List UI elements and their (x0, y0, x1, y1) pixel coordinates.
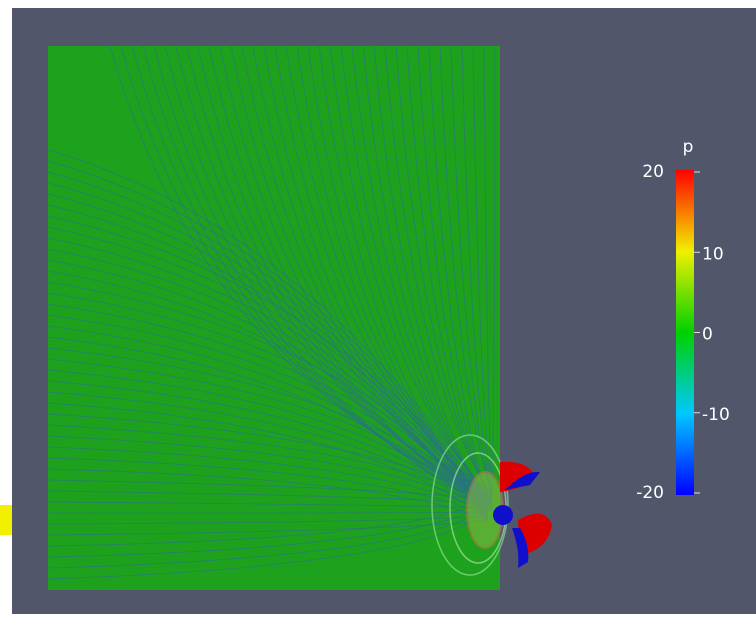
render-view: p 20 10 0 -10 -20 (0, 0, 756, 614)
tick-label: 0 (702, 325, 713, 345)
colorbar (676, 170, 694, 495)
hub (493, 505, 513, 525)
tick-label: -10 (702, 405, 730, 425)
tick-label: 20 (642, 162, 664, 182)
colorbar-title: p (683, 137, 694, 157)
tick-label: -20 (636, 483, 664, 503)
tick-label: 10 (702, 244, 724, 264)
page: p 20100-10-20 (() => { const data = JSON… (0, 0, 756, 614)
yellow-marker (0, 505, 12, 535)
